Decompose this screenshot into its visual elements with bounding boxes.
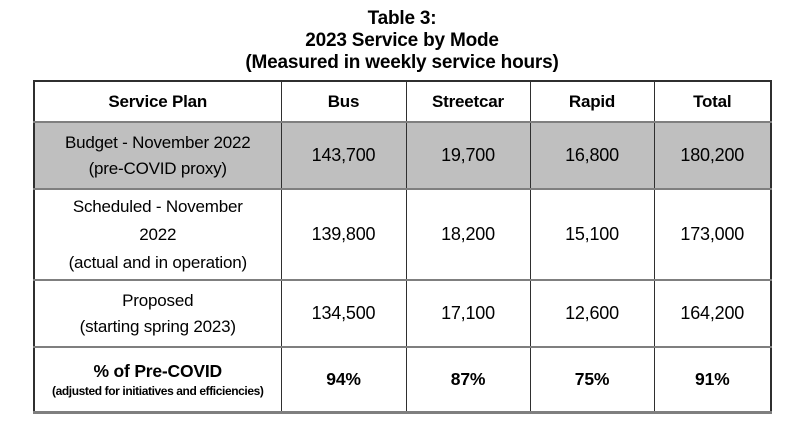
row-label-footnote-line: (adjusted for initiatives and efficienci… [51,383,264,398]
column-header-total: Total [653,81,772,122]
cell-proposed-rapid: 12,600 [529,280,655,347]
cell-budget-bus: 143,700 [280,122,407,189]
row-label-line: Scheduled - November [72,196,243,216]
table-row-budget: Budget - November 2022 (pre-COVID proxy)… [33,122,772,189]
cell-proposed-bus: 134,500 [280,280,407,347]
cell-pct-rapid: 75% [529,347,655,412]
header-row: Service Plan Bus Streetcar Rapid Total [33,81,772,122]
title-line-units: (Measured in weekly service hours) [245,52,559,73]
cell-budget-rapid: 16,800 [529,122,655,189]
row-label-line: Budget - November 2022 [64,132,251,152]
row-label-line: (actual and in operation) [68,252,248,272]
row-label-percent-of-pre-covid: % of Pre-COVID (adjusted for initiatives… [33,347,282,412]
title-line-main: 2023 Service by Mode [305,30,499,51]
service-by-mode-table: Service Plan Bus Streetcar Rapid Total B… [33,80,772,414]
row-label-scheduled: Scheduled - November 2022 (actual and in… [33,189,282,280]
cell-proposed-total: 164,200 [653,280,772,347]
cell-budget-streetcar: 19,700 [405,122,531,189]
column-header-bus: Bus [280,81,407,122]
row-label-line: 2022 [139,224,177,244]
table-row-scheduled: Scheduled - November 2022 (actual and in… [33,189,772,280]
row-label-budget: Budget - November 2022 (pre-COVID proxy) [33,122,282,189]
cell-scheduled-total: 173,000 [653,189,772,280]
cell-pct-bus: 94% [280,347,407,412]
cell-budget-total: 180,200 [653,122,772,189]
row-label-line: Proposed [122,290,194,310]
column-header-service-plan: Service Plan [33,81,282,122]
cell-proposed-streetcar: 17,100 [405,280,531,347]
cell-scheduled-bus: 139,800 [280,189,407,280]
row-label-proposed: Proposed (starting spring 2023) [33,280,282,347]
column-header-streetcar: Streetcar [405,81,531,122]
row-label-line: (starting spring 2023) [79,316,236,336]
table-title: Table 3: 2023 Service by Mode (Measured … [0,8,804,74]
column-header-rapid: Rapid [529,81,655,122]
title-line-table-number: Table 3: [367,8,437,29]
cell-pct-total: 91% [653,347,772,412]
table-row-percent-of-pre-covid: % of Pre-COVID (adjusted for initiatives… [33,347,772,412]
table-row-proposed: Proposed (starting spring 2023) 134,500 … [33,280,772,347]
row-label-line: (pre-COVID proxy) [88,158,227,178]
cell-scheduled-streetcar: 18,200 [405,189,531,280]
cell-pct-streetcar: 87% [405,347,531,412]
cell-scheduled-rapid: 15,100 [529,189,655,280]
row-label-line: % of Pre-COVID [93,360,223,381]
